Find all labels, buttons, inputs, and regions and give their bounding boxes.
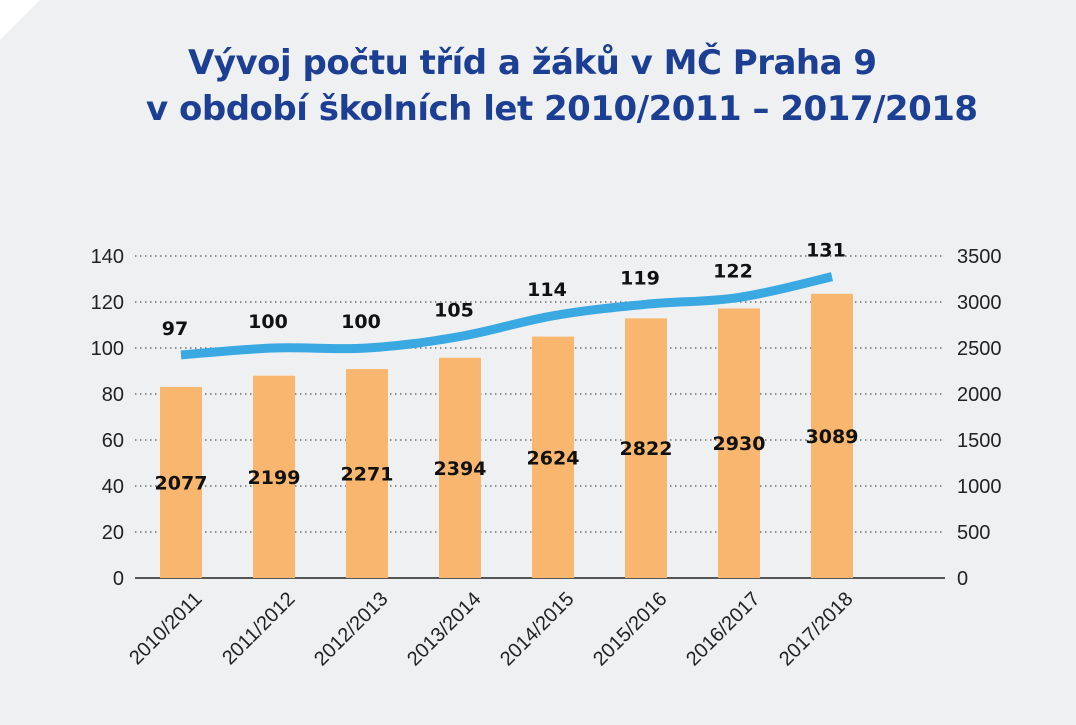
left-tick-label: 120 [91,292,124,314]
line-value-label: 100 [248,311,288,333]
line-value-label: 119 [620,267,660,289]
line-value-label: 100 [341,311,381,333]
bar [346,369,388,578]
line-path [180,272,833,360]
bar-value-label: 2822 [620,438,673,460]
chart-title-line-2: v období školních let 2010/2011 – 2017/2… [146,89,978,129]
left-axis: 0 20 40 60 80 100 120 140 [91,246,124,590]
bar [253,375,295,578]
x-axis: 2010/2011 2011/2012 2012/2013 2013/2014 2014… [125,588,857,670]
line-value-label: 97 [162,318,188,340]
bar-value-label: 2394 [434,458,487,480]
x-tick-label: 2010/2011 [125,588,206,669]
right-tick-label: 0 [957,568,968,590]
right-tick-label: 500 [957,522,990,544]
bar [625,318,667,578]
left-tick-label: 60 [102,430,124,452]
bar-value-label: 2077 [155,472,208,494]
x-tick-label: 2017/2018 [775,588,857,670]
chart-title-line-1: Vývoj počtu tříd a žáků v MČ Praha 9 [188,43,877,83]
x-tick-label: 2014/2015 [496,588,578,670]
bar-value-label: 2624 [527,447,580,469]
line-value-label: 131 [806,240,846,262]
right-axis: 0 500 1000 1500 2000 2500 3000 3500 [957,246,1002,590]
x-tick-label: 2012/2013 [310,588,392,670]
bar-series [160,293,853,578]
line-series [180,272,833,360]
right-tick-label: 3500 [957,246,1002,268]
x-tick-label: 2013/2014 [403,588,485,670]
x-tick-label: 2015/2016 [589,588,671,670]
line-value-label: 105 [434,300,474,322]
right-tick-label: 1000 [957,476,1002,498]
line-value-label: 122 [713,260,753,282]
left-tick-label: 0 [113,568,124,590]
bar [532,336,574,578]
bar [439,357,481,578]
bar [160,386,202,578]
right-tick-label: 1500 [957,430,1002,452]
left-tick-label: 140 [91,246,124,268]
x-tick-label: 2011/2012 [218,588,299,669]
bar-value-label: 2930 [713,433,766,455]
left-tick-label: 20 [102,522,124,544]
bar [718,308,760,578]
bar [811,293,853,578]
right-tick-label: 2000 [957,384,1002,406]
bar-value-label: 2199 [248,467,301,489]
data-labels: 2077 2199 2271 2394 2624 2822 2930 3089 97 100 100… [155,240,859,495]
line-value-label: 114 [527,279,567,301]
left-tick-label: 40 [102,476,124,498]
x-tick-label: 2016/2017 [682,588,764,670]
right-tick-label: 3000 [957,292,1002,314]
bar-value-label: 2271 [341,464,394,486]
left-tick-label: 80 [102,384,124,406]
right-tick-label: 2500 [957,338,1002,360]
left-tick-label: 100 [91,338,124,360]
bar-value-label: 3089 [806,426,859,448]
